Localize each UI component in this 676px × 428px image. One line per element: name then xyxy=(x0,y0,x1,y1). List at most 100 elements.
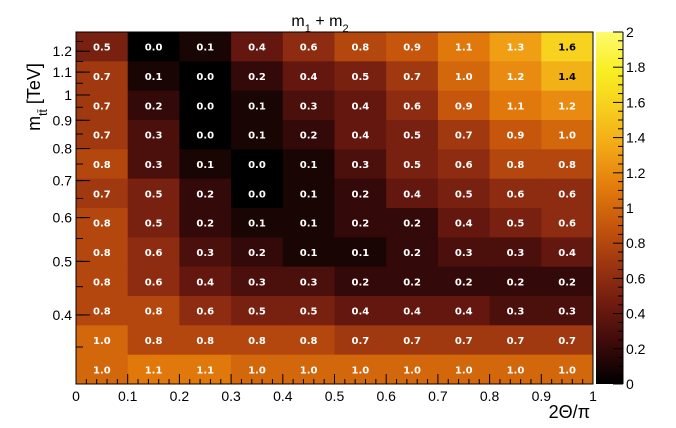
heatmap-cell xyxy=(282,149,335,180)
cell-value-label: 0.0 xyxy=(145,43,163,54)
heatmap-cell xyxy=(76,61,129,92)
cell-value-label: 0.6 xyxy=(455,160,473,171)
heatmap-cell xyxy=(437,208,490,238)
cell-value-label: 0.0 xyxy=(248,160,266,171)
cell-value-label: 1.0 xyxy=(558,365,576,376)
cell-value-label: 0.0 xyxy=(196,72,214,83)
heatmap-cell xyxy=(127,237,180,268)
cell-value-label: 0.3 xyxy=(196,248,214,259)
cell-value-label: 1.1 xyxy=(507,101,525,112)
heatmap-cell xyxy=(179,61,232,92)
cell-value-label: 0.1 xyxy=(248,131,266,142)
heatmap-cell xyxy=(334,149,387,180)
cell-value-label: 0.9 xyxy=(507,131,525,142)
cell-value-label: 0.2 xyxy=(248,248,266,259)
cell-value-label: 0.8 xyxy=(558,160,576,171)
cell-value-label: 0.3 xyxy=(558,307,576,318)
heatmap-cell xyxy=(334,90,387,121)
x-tick-label: 0 xyxy=(72,388,80,404)
heatmap-cell xyxy=(231,90,284,121)
cell-value-label: 0.5 xyxy=(403,160,421,171)
y-axis: 0.4 0.5 0.6 0.7 0.8 0.9 1 1.1 1.2 xyxy=(53,31,90,385)
cell-value-label: 1.0 xyxy=(300,365,318,376)
heatmap-cell xyxy=(386,61,439,92)
heatmap-cell xyxy=(76,32,129,62)
x-tick-label: 0.1 xyxy=(118,388,138,404)
cell-value-label: 0.5 xyxy=(300,307,318,318)
heatmap-cell xyxy=(334,178,387,209)
heatmap-cell xyxy=(386,237,439,268)
cell-value-label: 0.1 xyxy=(300,189,318,200)
cell-value-label: 0.7 xyxy=(403,336,421,347)
heatmap-cell xyxy=(334,208,387,238)
heatmap-cell xyxy=(282,325,335,356)
cell-value-label: 0.0 xyxy=(196,131,214,142)
heatmap-cell xyxy=(76,178,129,209)
heatmap-cell xyxy=(489,237,542,268)
cell-value-label: 0.2 xyxy=(300,131,318,142)
cell-value-label: 0.4 xyxy=(403,189,421,200)
heatmap-cell xyxy=(489,120,542,150)
cell-value-label: 0.8 xyxy=(93,307,111,318)
heatmap-cell xyxy=(76,90,129,121)
heatmap-cell xyxy=(179,32,232,62)
heatmap-cell xyxy=(386,354,439,385)
cell-value-label: 0.4 xyxy=(455,219,473,230)
cell-value-label: 0.5 xyxy=(145,219,163,230)
x-axis-title: 2Θ/π xyxy=(549,402,590,422)
heatmap-cell xyxy=(282,237,335,268)
cell-value-label: 1.0 xyxy=(403,365,421,376)
cell-value-label: 0.5 xyxy=(403,131,421,142)
cell-value-label: 0.3 xyxy=(300,101,318,112)
heatmap-cell xyxy=(541,90,594,121)
cell-value-label: 1.1 xyxy=(145,365,163,376)
colorbar-tick-label: 1.6 xyxy=(626,94,646,110)
cell-value-label: 0.2 xyxy=(507,277,525,288)
heatmap-cell xyxy=(127,32,180,62)
heatmap-cell xyxy=(489,354,542,385)
x-tick-label: 0.5 xyxy=(325,388,345,404)
cell-value-label: 0.6 xyxy=(145,277,163,288)
cell-value-label: 0.2 xyxy=(403,277,421,288)
colorbar-axis: 0 0.2 0.4 0.6 0.8 1 1.2 1.4 1.6 1.8 2 xyxy=(613,24,646,392)
cell-value-label: 0.7 xyxy=(455,131,473,142)
heatmap-cell xyxy=(386,325,439,356)
heatmap-cell xyxy=(437,178,490,209)
cell-value-label: 0.8 xyxy=(93,277,111,288)
x-axis: 0 0.1 0.2 0.3 0.4 0.5 0.6 0.7 0.8 0.9 1 xyxy=(72,374,597,404)
cell-value-label: 0.4 xyxy=(351,131,369,142)
heatmap-cell xyxy=(76,237,129,268)
heatmap-cells xyxy=(76,32,594,385)
heatmap-cell xyxy=(282,178,335,209)
cell-value-label: 0.2 xyxy=(248,72,266,83)
cell-value-label: 0.7 xyxy=(558,336,576,347)
cell-value-label: 0.9 xyxy=(403,43,421,54)
cell-value-label: 0.6 xyxy=(300,43,318,54)
heatmap-cell xyxy=(541,237,594,268)
x-tick-label: 0.8 xyxy=(480,388,500,404)
heatmap-cell xyxy=(231,149,284,180)
cell-value-label: 1.1 xyxy=(455,43,473,54)
heatmap-cell xyxy=(231,32,284,62)
heatmap-cell xyxy=(179,266,232,297)
cell-value-label: 0.3 xyxy=(145,131,163,142)
colorbar-tick-label: 0.8 xyxy=(626,235,646,251)
cell-value-label: 0.1 xyxy=(300,160,318,171)
cell-value-label: 0.8 xyxy=(93,160,111,171)
heatmap-cell xyxy=(179,325,232,356)
heatmap-cell xyxy=(179,120,232,150)
cell-value-label: 0.2 xyxy=(351,189,369,200)
y-tick-label: 0.5 xyxy=(53,253,73,269)
heatmap-cell xyxy=(127,149,180,180)
cell-value-label: 0.3 xyxy=(507,248,525,259)
cell-value-label: 0.0 xyxy=(248,189,266,200)
cell-value-label: 0.2 xyxy=(196,189,214,200)
heatmap-cell xyxy=(127,266,180,297)
heatmap-cell xyxy=(334,237,387,268)
cell-value-label: 0.8 xyxy=(93,248,111,259)
heatmap-cell xyxy=(489,32,542,62)
colorbar-tick-label: 1 xyxy=(626,200,634,216)
heatmap-cell xyxy=(282,90,335,121)
y-tick-label: 0.4 xyxy=(53,307,73,323)
heatmap-cell xyxy=(541,149,594,180)
